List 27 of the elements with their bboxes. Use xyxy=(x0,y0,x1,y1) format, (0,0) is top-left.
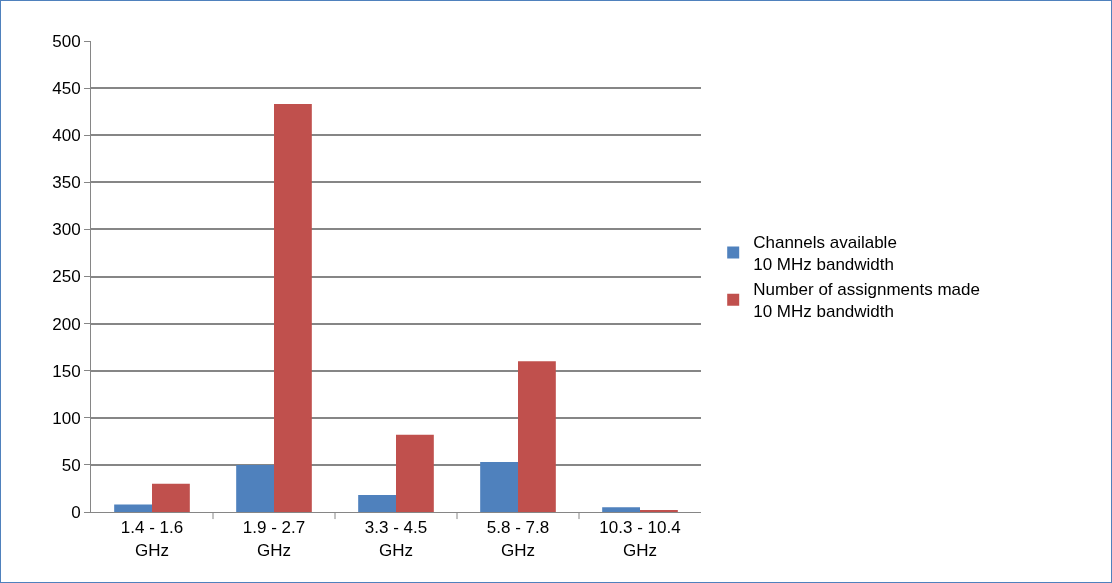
y-tick-label: 350 xyxy=(52,173,81,193)
bar xyxy=(518,361,556,512)
y-tick-label: 450 xyxy=(52,79,81,99)
x-tick-label: 1.4 - 1.6 GHz xyxy=(120,518,184,560)
bar xyxy=(358,495,396,512)
y-tick-label: 200 xyxy=(52,314,81,334)
bar xyxy=(152,483,190,512)
x-tick-label: 3.3 - 4.5 GHz xyxy=(364,518,428,560)
y-tick-label: 50 xyxy=(61,455,81,475)
x-tick-label: 5.8 - 7.8 GHz xyxy=(486,518,550,560)
bar xyxy=(396,434,434,512)
bar xyxy=(114,504,152,512)
legend-label: Channels available 10 MHz bandwidth xyxy=(753,233,897,275)
bar xyxy=(480,462,518,512)
x-tick-label: 10.3 - 10.4 GHz xyxy=(599,518,681,560)
bar xyxy=(602,507,640,512)
y-tick-label: 0 xyxy=(71,502,81,522)
bar xyxy=(274,104,312,512)
y-tick-label: 400 xyxy=(52,126,81,146)
y-tick-label: 500 xyxy=(52,31,81,51)
legend-label: Number of assignments made 10 MHz bandwidth xyxy=(753,280,980,322)
bar xyxy=(236,464,274,512)
y-tick-label: 100 xyxy=(52,408,81,428)
y-tick-label: 300 xyxy=(52,220,81,240)
y-tick-label: 150 xyxy=(52,361,81,381)
y-tick-label: 250 xyxy=(52,267,81,287)
x-tick-label: 1.9 - 2.7 GHz xyxy=(242,518,306,560)
